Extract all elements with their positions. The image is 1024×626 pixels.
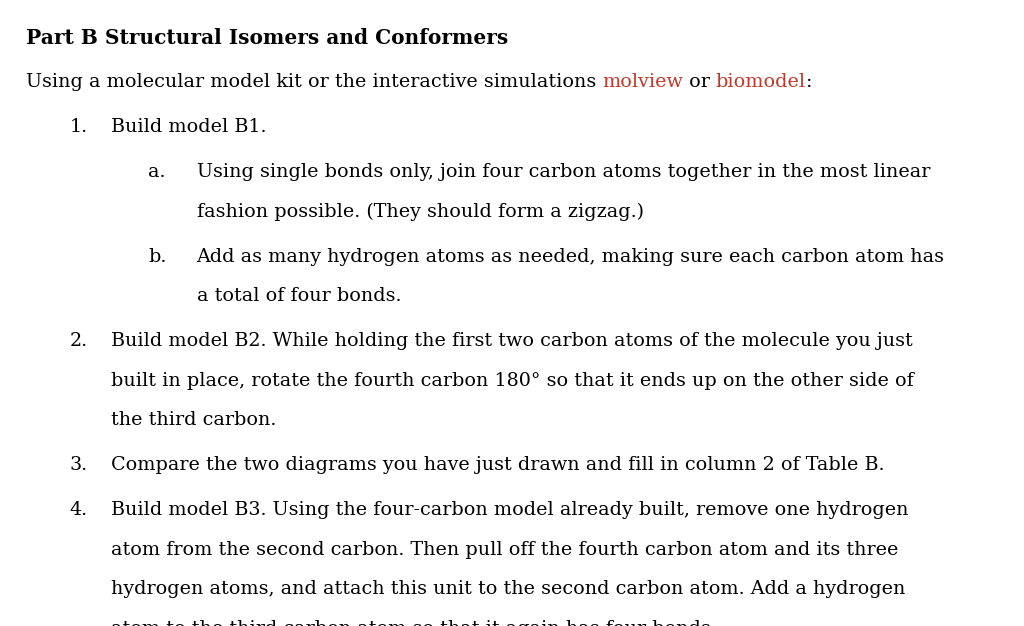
Text: Build model B3. Using the four-carbon model already built, remove one hydrogen: Build model B3. Using the four-carbon mo… [111, 501, 908, 520]
Text: built in place, rotate the fourth carbon 180° so that it ends up on the other si: built in place, rotate the fourth carbon… [111, 372, 913, 390]
Text: Part B Structural Isomers and Conformers: Part B Structural Isomers and Conformers [26, 28, 508, 48]
Text: Build model B2. While holding the first two carbon atoms of the molecule you jus: Build model B2. While holding the first … [111, 332, 912, 351]
Text: 4.: 4. [70, 501, 88, 520]
Text: 3.: 3. [70, 456, 88, 475]
Text: the third carbon.: the third carbon. [111, 411, 275, 429]
Text: :: : [806, 73, 812, 91]
Text: Add as many hydrogen atoms as needed, making sure each carbon atom has: Add as many hydrogen atoms as needed, ma… [197, 248, 944, 266]
Text: atom to the third carbon atom so that it again has four bonds.: atom to the third carbon atom so that it… [111, 620, 717, 626]
Text: fashion possible. (They should form a zigzag.): fashion possible. (They should form a zi… [197, 203, 644, 221]
Text: 2.: 2. [70, 332, 88, 351]
Text: b.: b. [148, 248, 167, 266]
Text: hydrogen atoms, and attach this unit to the second carbon atom. Add a hydrogen: hydrogen atoms, and attach this unit to … [111, 580, 905, 598]
Text: molview: molview [602, 73, 683, 91]
Text: Using single bonds only, join four carbon atoms together in the most linear: Using single bonds only, join four carbo… [197, 163, 930, 182]
Text: Using a molecular model kit or the interactive simulations: Using a molecular model kit or the inter… [26, 73, 602, 91]
Text: a.: a. [148, 163, 166, 182]
Text: Compare the two diagrams you have just drawn and fill in column 2 of Table B.: Compare the two diagrams you have just d… [111, 456, 884, 475]
Text: a total of four bonds.: a total of four bonds. [197, 287, 401, 305]
Text: 1.: 1. [70, 118, 88, 136]
Text: Build model B1.: Build model B1. [111, 118, 266, 136]
Text: biomodel: biomodel [716, 73, 806, 91]
Text: atom from the second carbon. Then pull off the fourth carbon atom and its three: atom from the second carbon. Then pull o… [111, 541, 898, 559]
Text: or: or [683, 73, 716, 91]
